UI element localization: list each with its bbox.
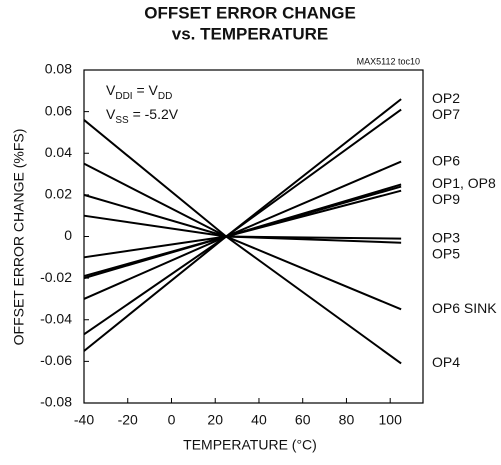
y-tick-label: 0.06 (45, 102, 72, 118)
annotation: VDDI = VDD (106, 82, 172, 102)
annotation-part: = -5.2V (129, 106, 179, 122)
annotation-part: V (106, 106, 116, 122)
x-tick-label: -20 (118, 412, 138, 428)
annotation-part: DD (158, 91, 172, 102)
series-line (83, 119, 402, 365)
x-tick-label: 20 (207, 412, 223, 428)
x-tick-label: 40 (251, 412, 267, 428)
chart-title: OFFSET ERROR CHANGE (144, 3, 356, 22)
y-tick-label: 0.02 (45, 186, 72, 202)
series-line (83, 193, 402, 244)
x-tick-label: 0 (168, 412, 176, 428)
chart-subtitle: vs. TEMPERATURE (172, 24, 329, 43)
legend-label: OP4 (432, 354, 460, 370)
y-tick-label: -0.06 (40, 352, 72, 368)
annotation: VSS = -5.2V (106, 106, 179, 126)
y-tick-label: 0.08 (45, 61, 72, 77)
legend-label: OP2 (432, 90, 460, 106)
y-tick-label: -0.04 (40, 310, 72, 326)
legend-label: OP5 (432, 245, 460, 261)
series-line (83, 160, 402, 300)
annotation-box (102, 78, 210, 128)
annotation-part: V (106, 82, 116, 98)
y-axis-label: OFFSET ERROR CHANGE (%FS) (11, 129, 27, 346)
y-tick-label: 0 (64, 227, 72, 243)
y-tick-label: 0.04 (45, 144, 72, 160)
annotation-part: SS (115, 115, 129, 126)
series-line (83, 214, 402, 240)
x-tick-label: 100 (379, 412, 403, 428)
legend-label: OP1, OP8 (432, 175, 496, 191)
x-axis-label: TEMPERATURE (°C) (183, 437, 317, 453)
legend-label: OP3 (432, 229, 460, 245)
legend-label: OP6 (432, 152, 460, 168)
x-tick-label: 60 (295, 412, 311, 428)
x-tick-label: -40 (74, 412, 94, 428)
y-tick-label: -0.08 (40, 394, 72, 410)
annotation-part: DDI (115, 91, 132, 102)
legend-label: OP9 (432, 191, 460, 207)
legend-label: OP6 SINK (432, 300, 497, 316)
annotation-part: = V (133, 82, 159, 98)
note: MAX5112 toc10 (357, 56, 420, 66)
x-tick-label: 80 (339, 412, 355, 428)
y-tick-label: -0.02 (40, 269, 72, 285)
legend-label: OP7 (432, 106, 460, 122)
